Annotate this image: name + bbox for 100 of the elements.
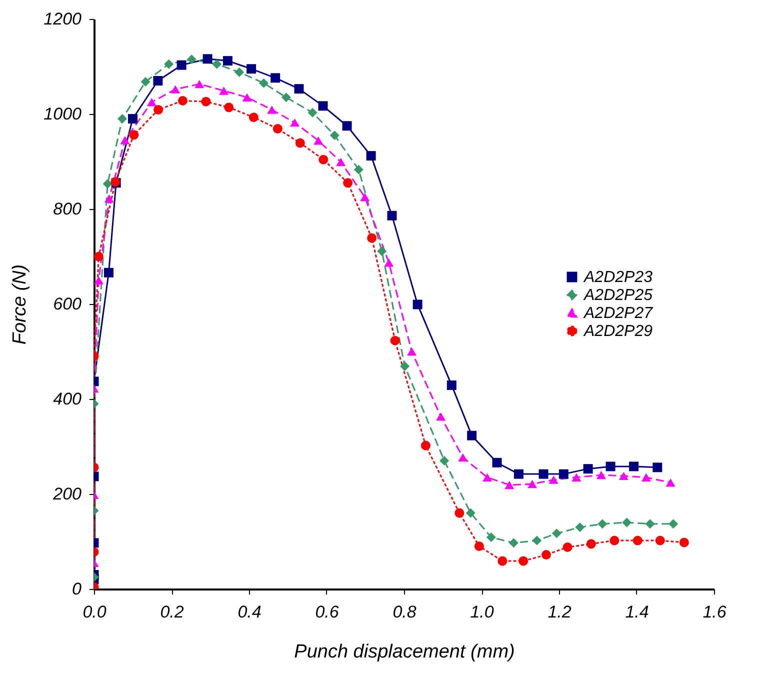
point <box>518 556 528 566</box>
point <box>120 136 130 144</box>
point <box>146 98 156 106</box>
point <box>541 550 551 560</box>
point <box>94 276 104 284</box>
point <box>618 472 628 480</box>
point <box>655 536 665 546</box>
point <box>242 93 252 102</box>
point <box>446 380 456 390</box>
legend-label: A2D2P29 <box>583 323 653 340</box>
point <box>366 151 376 161</box>
point <box>219 86 229 95</box>
point <box>586 539 596 549</box>
point <box>281 92 291 102</box>
point <box>467 430 477 440</box>
y-tick-label: 400 <box>53 390 82 408</box>
point <box>202 54 212 64</box>
legend-label: A2D2P25 <box>583 287 653 304</box>
point <box>194 80 204 88</box>
point <box>248 112 258 122</box>
point <box>176 60 186 70</box>
point <box>528 480 538 488</box>
x-tick-label: 1.2 <box>548 602 572 622</box>
point <box>482 473 492 482</box>
point <box>474 542 484 551</box>
point <box>514 469 524 479</box>
x-tick-label: 1.0 <box>470 602 494 622</box>
point <box>272 124 282 134</box>
point <box>575 522 585 532</box>
point <box>354 164 364 174</box>
point <box>102 179 112 189</box>
point <box>454 508 464 518</box>
point <box>294 84 304 94</box>
point <box>342 121 352 131</box>
point <box>170 85 180 94</box>
point <box>258 78 268 88</box>
point <box>104 194 114 203</box>
x-tick-label: 0.4 <box>238 602 262 622</box>
point <box>343 178 353 188</box>
point <box>367 233 377 243</box>
y-tick-label: 1200 <box>44 10 82 28</box>
y-axis-title: Force (N) <box>10 264 31 345</box>
point <box>246 64 256 74</box>
point <box>458 453 468 462</box>
x-axis-title: Punch displacement (mm) <box>294 642 515 662</box>
point <box>641 473 651 482</box>
point <box>466 508 476 518</box>
x-tick-label: 0.0 <box>82 602 107 622</box>
y-tick-label: 800 <box>53 200 82 218</box>
point <box>598 519 608 529</box>
point <box>178 96 188 106</box>
point <box>336 158 346 166</box>
point <box>387 210 397 220</box>
point <box>562 542 572 552</box>
point <box>666 478 676 487</box>
point <box>267 106 277 114</box>
point <box>572 473 582 482</box>
point <box>538 469 548 479</box>
point <box>492 458 502 468</box>
x-tick-label: 1.6 <box>702 602 727 622</box>
point <box>290 118 300 127</box>
point <box>504 480 514 490</box>
point <box>498 556 508 566</box>
point <box>390 336 400 346</box>
point <box>412 300 422 310</box>
point <box>407 347 416 356</box>
point <box>558 469 568 479</box>
point <box>668 519 678 529</box>
point <box>118 114 128 124</box>
point <box>629 462 639 472</box>
point <box>645 519 655 529</box>
x-tick-label: 0.8 <box>392 602 417 622</box>
y-tick-label: 1000 <box>44 104 82 124</box>
point <box>270 73 280 83</box>
x-tick-label: 1.4 <box>625 602 649 622</box>
point <box>224 102 234 112</box>
point <box>212 59 222 69</box>
point <box>129 130 139 140</box>
legend-label: A2D2P27 <box>583 305 654 322</box>
point <box>679 538 689 548</box>
point <box>140 76 150 86</box>
point <box>548 476 558 484</box>
point <box>532 536 542 546</box>
point <box>104 268 114 278</box>
point <box>610 536 620 546</box>
point <box>318 101 328 111</box>
point <box>186 54 196 64</box>
point <box>440 456 450 466</box>
x-tick-label: 0.2 <box>160 602 184 622</box>
point <box>360 193 370 202</box>
point <box>164 59 174 69</box>
point <box>400 361 410 371</box>
point <box>318 154 328 164</box>
point <box>234 67 244 77</box>
point <box>606 462 616 472</box>
x-tick-label: 0.6 <box>315 602 340 622</box>
point <box>153 76 163 86</box>
legend-label: A2D2P23 <box>583 269 653 286</box>
point <box>508 538 518 548</box>
point <box>330 130 340 140</box>
